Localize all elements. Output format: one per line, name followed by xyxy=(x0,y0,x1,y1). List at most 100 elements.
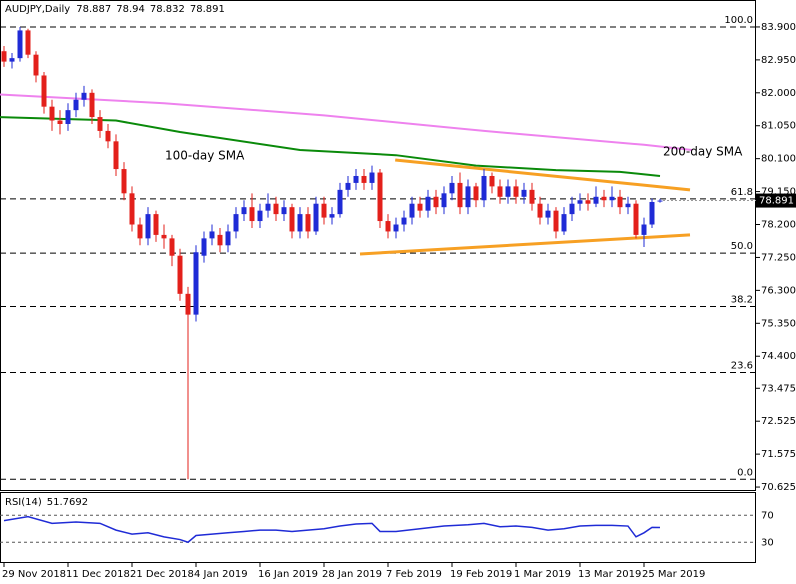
candle-body xyxy=(481,175,487,201)
candle-body xyxy=(553,210,559,232)
sma-label: 200-day SMA xyxy=(663,145,743,159)
candle-body xyxy=(153,214,159,235)
y-tick-label: 71.575 xyxy=(761,449,796,460)
candle-body xyxy=(617,196,623,208)
candle-body xyxy=(289,207,295,232)
candle-body xyxy=(489,175,495,187)
y-tick-label: 82.000 xyxy=(761,88,796,99)
candle-body xyxy=(337,189,343,215)
x-tick-label: 4 Jan 2019 xyxy=(194,569,248,580)
x-tick-label: 28 Jan 2019 xyxy=(322,569,382,580)
candle-body xyxy=(313,203,319,232)
candle-body xyxy=(609,196,615,201)
fib-label: 100.0 xyxy=(724,15,753,26)
candle-body xyxy=(537,203,543,218)
trend-line xyxy=(359,233,691,256)
candle-body xyxy=(649,201,655,225)
candle-body xyxy=(49,106,55,121)
x-tick-label: 7 Feb 2019 xyxy=(386,569,442,580)
rsi-name: RSI(14) xyxy=(5,497,42,508)
candle-body xyxy=(57,120,63,124)
candle-body xyxy=(241,207,247,215)
rsi-last: 51.7692 xyxy=(47,497,88,508)
rsi-header: RSI(14) 51.7692 xyxy=(5,497,88,508)
candle-body xyxy=(105,130,111,142)
candle-body xyxy=(345,182,351,190)
candle-body xyxy=(217,234,223,246)
y-tick-label: 75.350 xyxy=(761,318,796,329)
candle-body xyxy=(161,234,167,239)
x-tick-label: 11 Dec 2018 xyxy=(66,569,130,580)
header-high: 78.94 xyxy=(116,4,145,15)
candle-body xyxy=(625,203,631,208)
candle-body xyxy=(113,141,119,170)
y-tick-label: 81.050 xyxy=(761,121,796,132)
y-tick-label: 82.950 xyxy=(761,55,796,66)
candle-body xyxy=(273,203,279,215)
candle-body xyxy=(257,210,263,222)
candle-body xyxy=(73,99,79,111)
fib-label: 23.6 xyxy=(731,361,753,372)
rsi-panel xyxy=(0,492,756,563)
fib-label: 61.8 xyxy=(731,187,753,198)
candle-body xyxy=(545,210,551,218)
candle-body xyxy=(225,231,231,246)
x-tick-label: 25 Mar 2019 xyxy=(642,569,705,580)
candle-body xyxy=(369,172,375,183)
fib-label: 0.0 xyxy=(737,467,753,478)
y-tick-label: 77.250 xyxy=(761,252,796,263)
candle-body xyxy=(33,54,39,76)
candle-body xyxy=(425,196,431,211)
y-tick-label: 79.150 xyxy=(761,187,796,198)
y-tick-label: 72.525 xyxy=(761,416,796,427)
y-tick-label: 70.625 xyxy=(761,482,796,493)
candle-body xyxy=(361,175,367,183)
candle-body xyxy=(577,200,583,204)
candle-body xyxy=(17,30,23,59)
candle-body xyxy=(593,196,599,204)
candle-body xyxy=(353,175,359,183)
y-tick-label: 76.300 xyxy=(761,285,796,296)
y-tick-label: 80.100 xyxy=(761,154,796,165)
current-price-label: 78.891 xyxy=(759,196,794,207)
candle-body xyxy=(9,58,15,62)
x-tick-label: 16 Jan 2019 xyxy=(258,569,318,580)
candle-body xyxy=(641,224,647,235)
candle-body xyxy=(89,92,95,118)
candle-body xyxy=(601,196,607,201)
x-tick-label: 29 Nov 2018 xyxy=(2,569,66,580)
y-tick-label: 78.200 xyxy=(761,220,796,231)
rsi-tick-label: 70 xyxy=(761,510,774,521)
x-tick-label: 1 Mar 2019 xyxy=(514,569,571,580)
candle-body xyxy=(305,214,311,232)
candle-body xyxy=(41,75,47,107)
candle-body xyxy=(249,207,255,222)
candle-body xyxy=(201,238,207,256)
candle-body xyxy=(121,169,127,194)
candle-body xyxy=(177,255,183,294)
candle-body xyxy=(1,51,7,62)
candle-body xyxy=(401,217,407,225)
x-tick-label: 13 Mar 2019 xyxy=(578,569,641,580)
current-price-box xyxy=(756,193,796,208)
candle-body xyxy=(97,117,103,131)
candle-body xyxy=(185,293,191,315)
sma-line xyxy=(0,116,661,177)
candle-body xyxy=(521,189,527,197)
y-tick-label: 83.900 xyxy=(761,22,796,33)
candle-body xyxy=(465,186,471,208)
fib-label: 38.2 xyxy=(731,294,753,305)
candle-body xyxy=(193,252,199,315)
candle-body xyxy=(529,189,535,204)
candle-body xyxy=(449,182,455,194)
header-open: 78.887 xyxy=(76,4,111,15)
candle-body xyxy=(393,224,399,232)
candle-body xyxy=(569,203,575,215)
sma-label: 100-day SMA xyxy=(165,149,245,163)
x-tick-label: 21 Dec 2018 xyxy=(130,569,194,580)
candle-body xyxy=(505,186,511,197)
candle-body xyxy=(137,224,143,239)
sma-line xyxy=(0,93,693,151)
symbol: AUDJPY,Daily xyxy=(5,4,70,15)
